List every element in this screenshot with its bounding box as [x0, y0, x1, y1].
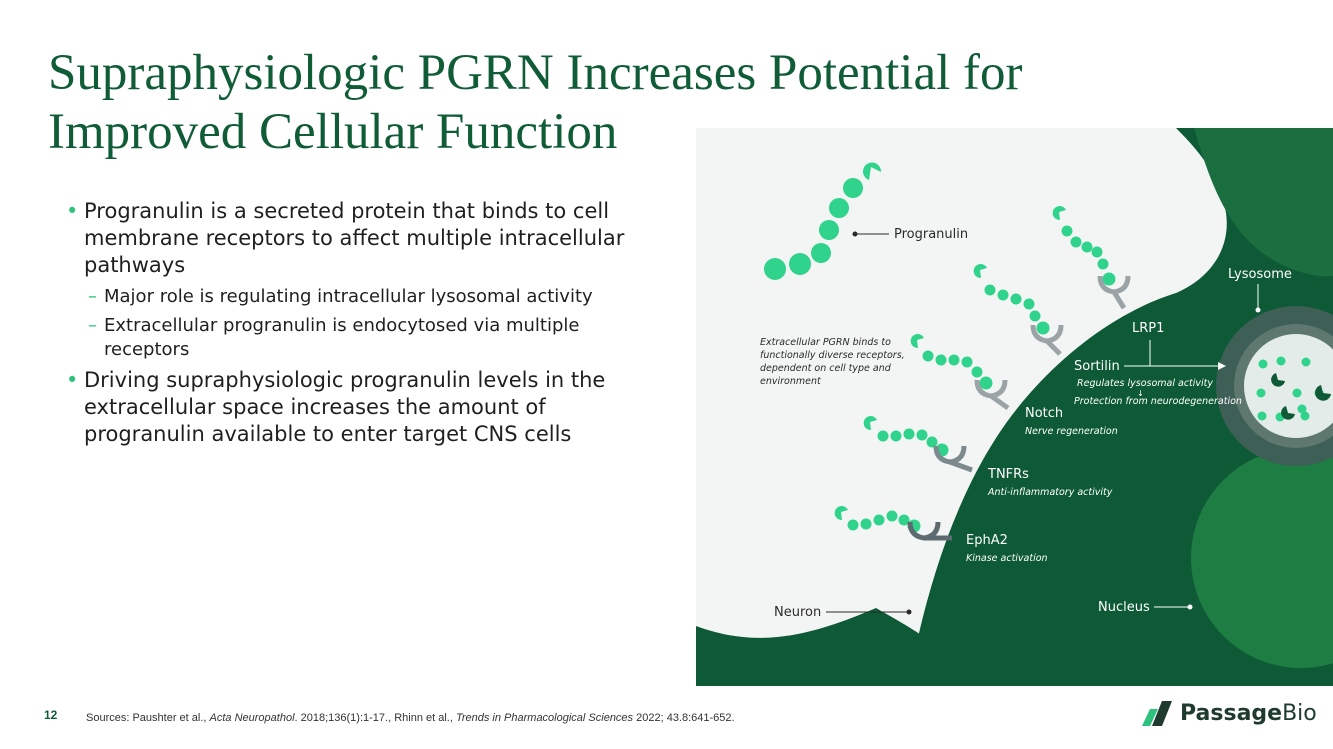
sources-prefix: Sources: Paushter et al., [86, 712, 210, 724]
pgrn-chain-lrp1 [1052, 206, 1116, 286]
epha2-description: Kinase activation [966, 553, 1048, 564]
passagebio-logo-icon [1142, 701, 1172, 726]
tnfrs-description: Anti-inflammatory activity [987, 487, 1113, 498]
progranulin-label: Progranulin [894, 227, 968, 242]
reference-2: 2022; 43.8:641-652. [633, 712, 735, 724]
bullet-list: Progranulin is a secreted protein that b… [66, 198, 626, 454]
sortilin-down-arrow: ↓ [1137, 389, 1144, 398]
sources-citation: Sources: Paushter et al., Acta Neuropath… [86, 712, 735, 724]
pgrn-chain-epha2 [834, 506, 921, 533]
lrp1-receptor-stem [1111, 290, 1127, 310]
title-line-1: Supraphysiologic PGRN Increases Potentia… [48, 45, 1023, 101]
neuron-extension [696, 608, 978, 686]
note-line-2: functionally diverse receptors, [760, 350, 905, 361]
note-line-3: dependent on cell type and [760, 363, 892, 374]
logo-wordmark-bold: Passage [1180, 700, 1283, 726]
pgrn-chain-tnfrs [863, 416, 949, 457]
notch-receptor-stem [989, 393, 1010, 411]
diagram-note: Extracellular PGRN binds to functionally… [760, 337, 908, 387]
title-line-2: Improved Cellular Function [48, 104, 618, 160]
nucleus [1191, 448, 1333, 668]
journal-1: Acta Neuropathol [209, 712, 295, 724]
lysosome-granule-dark-2 [1281, 406, 1295, 420]
nucleus-label: Nucleus [1098, 600, 1150, 615]
notch-label: Notch [1025, 406, 1063, 421]
pgrn-chain-sortilin [973, 264, 1050, 335]
sortilin-receptor-stem [1045, 339, 1062, 356]
slide-title: Supraphysiologic PGRN Increases Potentia… [48, 44, 1168, 162]
sortilin-label: Sortilin [1074, 359, 1120, 374]
lysosome-pointer-dot [1255, 307, 1261, 313]
progranulin-molecule [764, 162, 882, 280]
pgrn-chain-notch [910, 334, 993, 390]
sortilin-description-1: Regulates lysosomal activity [1077, 378, 1213, 389]
sub-bullet-1-1: Major role is regulating intracellular l… [88, 285, 626, 309]
page-number: 12 [44, 708, 58, 722]
passagebio-logo: PassageBio [1140, 696, 1317, 730]
nucleus-pointer-dot [1187, 604, 1193, 610]
neuron-label: Neuron [774, 605, 821, 620]
upper-process [1194, 128, 1333, 277]
note-line-4: environment [760, 376, 822, 387]
epha2-label: EphA2 [966, 533, 1008, 548]
neuron-pointer-dot [906, 609, 912, 615]
tnfrs-receptor-stem [949, 459, 973, 473]
sub-bullet-1-2: Extracellular progranulin is endocytosed… [88, 314, 626, 362]
reference-1: . 2018;136(1):1-17., Rhinn et al., [294, 712, 456, 724]
progranulin-pointer-dot [852, 231, 858, 237]
note-line-1: Extracellular PGRN binds to [760, 337, 891, 348]
lysosome-interior [1244, 334, 1333, 438]
tnfrs-label: TNFRs [987, 467, 1029, 482]
journal-2: Trends in Pharmacological Sciences [455, 712, 634, 724]
bullet-1: Progranulin is a secreted protein that b… [66, 198, 626, 279]
progranulin-receptor-diagram: Progranulin [696, 128, 1333, 686]
lysosome-granule-edge [1315, 385, 1331, 401]
logo-wordmark: PassageBio [1180, 701, 1317, 726]
lrp1-label: LRP1 [1132, 321, 1164, 336]
bullet-2: Driving supraphysiologic progranulin lev… [66, 367, 626, 448]
logo-wordmark-regular: Bio [1282, 700, 1317, 726]
sortilin-arrowhead [1218, 362, 1226, 370]
lysosome-label: Lysosome [1228, 267, 1292, 282]
notch-description: Nerve regeneration [1025, 426, 1118, 437]
lysosome-granule-dark [1271, 373, 1285, 387]
sortilin-description-2: Protection from neurodegeneration [1074, 396, 1242, 407]
